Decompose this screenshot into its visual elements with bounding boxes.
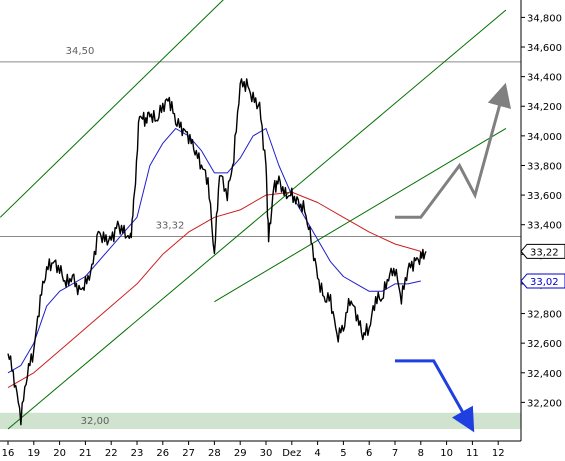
y-tick-label: 32,600 [527, 339, 562, 350]
x-tick-label: 19 [27, 448, 40, 459]
y-tick-label: 33,400 [527, 221, 562, 232]
y-tick-label: 34,600 [527, 43, 562, 54]
x-tick-label: 30 [260, 448, 273, 459]
x-tick-label: 23 [131, 448, 144, 459]
x-tick-label: 21 [79, 448, 92, 459]
x-tick-label: 26 [156, 448, 169, 459]
x-tick-label: 16 [2, 448, 15, 459]
x-tick-label: 7 [392, 448, 398, 459]
y-tick-label: 32,400 [527, 369, 562, 380]
svg-text:33,22: 33,22 [530, 247, 559, 258]
x-tick-label: 6 [366, 448, 372, 459]
y-tick-label: 34,800 [527, 13, 562, 24]
support-zone [0, 412, 521, 430]
last-price-label: 33,02 [520, 273, 565, 289]
trend-channel-line [7, 9, 507, 430]
last-price-label: 33,22 [520, 243, 565, 259]
trend-channel-line [214, 128, 507, 303]
y-tick-label: 32,200 [527, 398, 562, 409]
y-tick-label: 33,600 [527, 191, 562, 202]
x-tick-label: Dez [282, 448, 301, 459]
x-tick-label: 5 [340, 448, 346, 459]
x-tick-label: 4 [314, 448, 320, 459]
y-tick-label: 32,800 [527, 310, 562, 321]
x-tick-label: 29 [234, 448, 247, 459]
x-tick-label: 22 [105, 448, 118, 459]
x-tick-label: 20 [53, 448, 66, 459]
price-series-line [7, 78, 427, 426]
horizontal-level-label: 32,00 [81, 416, 110, 427]
y-tick-label: 34,200 [527, 102, 562, 113]
moving-average-line [7, 128, 421, 374]
x-tick-label: 10 [440, 448, 453, 459]
x-tick-label: 28 [208, 448, 221, 459]
plot-background [0, 0, 521, 441]
x-tick-label: 27 [182, 448, 195, 459]
y-tick-label: 34,000 [527, 132, 562, 143]
svg-text:33,02: 33,02 [530, 277, 559, 288]
horizontal-level-label: 33,32 [156, 221, 185, 232]
moving-average-line [7, 191, 421, 389]
scenario-down-arrow [395, 359, 475, 433]
scenario-up-arrow [395, 82, 512, 219]
horizontal-level-label: 34,50 [66, 46, 95, 57]
x-tick-label: 8 [418, 448, 424, 459]
y-tick-label: 34,400 [527, 73, 562, 84]
x-tick-label: 12 [492, 448, 505, 459]
y-tick-label: 33,800 [527, 161, 562, 172]
trend-channel-line [0, 0, 224, 218]
x-tick-label: 11 [466, 448, 479, 459]
